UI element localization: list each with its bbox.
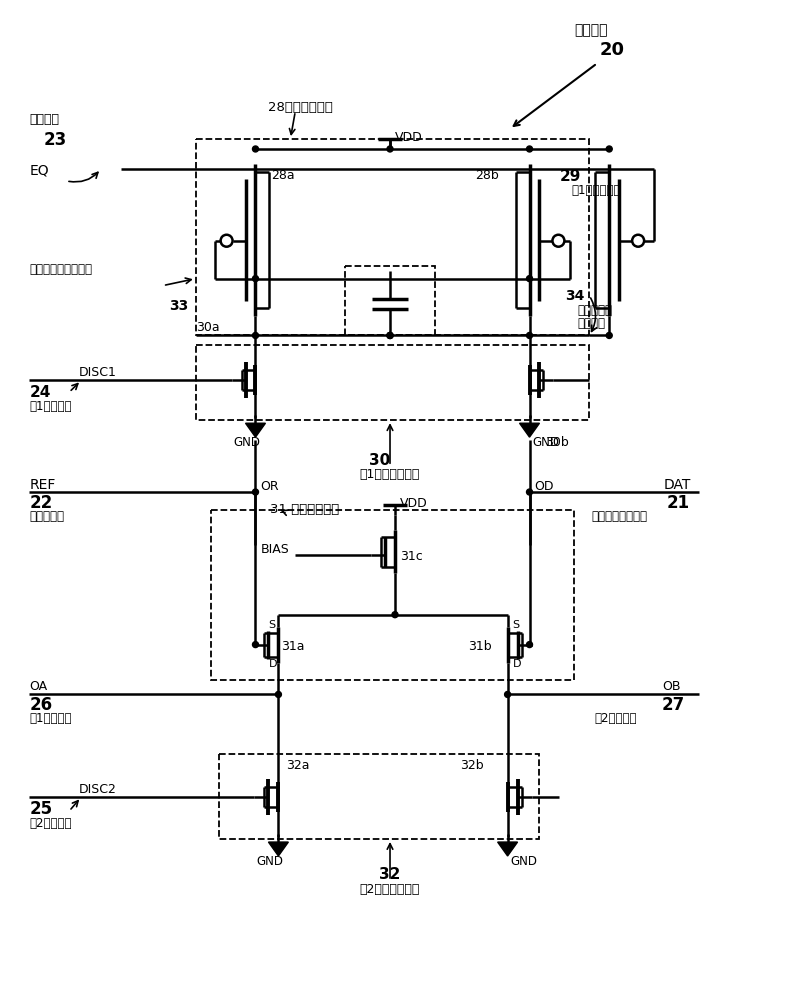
Text: OD: OD bbox=[534, 480, 554, 493]
Text: 30b: 30b bbox=[545, 436, 569, 449]
Text: 存储器单元侧输入: 存储器单元侧输入 bbox=[591, 510, 647, 523]
Text: 30a: 30a bbox=[196, 321, 220, 334]
Text: DAT: DAT bbox=[664, 478, 692, 492]
Circle shape bbox=[387, 332, 393, 338]
Text: REF: REF bbox=[29, 478, 56, 492]
Text: BIAS: BIAS bbox=[260, 543, 289, 556]
Polygon shape bbox=[519, 423, 539, 437]
Text: 32a: 32a bbox=[286, 759, 310, 772]
Text: 31 差动晶体管对: 31 差动晶体管对 bbox=[271, 503, 340, 516]
Text: 33: 33 bbox=[168, 299, 188, 313]
Text: GND: GND bbox=[257, 855, 283, 868]
Text: 31a: 31a bbox=[282, 640, 305, 653]
Text: EQ: EQ bbox=[29, 164, 49, 178]
Circle shape bbox=[253, 276, 258, 282]
Text: 28电流反射镖对: 28电流反射镖对 bbox=[268, 101, 334, 114]
Bar bbox=[196, 345, 589, 420]
Text: 27: 27 bbox=[662, 696, 685, 714]
Text: 第1读出输出: 第1读出输出 bbox=[29, 712, 72, 725]
Text: 20: 20 bbox=[599, 41, 624, 59]
Text: 第2放电信号: 第2放电信号 bbox=[29, 817, 72, 830]
Text: 31c: 31c bbox=[400, 550, 423, 563]
Text: D: D bbox=[268, 659, 277, 669]
Text: 第2读出输出: 第2读出输出 bbox=[594, 712, 637, 725]
Text: 第1均衡晶体管: 第1均衡晶体管 bbox=[571, 184, 621, 197]
Text: 22: 22 bbox=[29, 494, 53, 512]
Text: 34: 34 bbox=[565, 289, 585, 303]
Circle shape bbox=[392, 612, 398, 618]
Bar bbox=[196, 139, 589, 335]
Circle shape bbox=[606, 332, 612, 338]
Text: GND: GND bbox=[533, 436, 560, 449]
Text: 28b: 28b bbox=[475, 169, 498, 182]
Text: D: D bbox=[512, 659, 521, 669]
Polygon shape bbox=[497, 842, 518, 856]
Circle shape bbox=[253, 489, 258, 495]
Circle shape bbox=[275, 691, 282, 697]
Text: DISC2: DISC2 bbox=[79, 783, 117, 796]
Text: 28a: 28a bbox=[272, 169, 295, 182]
Circle shape bbox=[527, 146, 533, 152]
Text: 30: 30 bbox=[369, 453, 390, 468]
Circle shape bbox=[253, 642, 258, 648]
Circle shape bbox=[253, 332, 258, 338]
Circle shape bbox=[387, 332, 393, 338]
Bar bbox=[345, 266, 435, 335]
Polygon shape bbox=[246, 423, 265, 437]
Circle shape bbox=[606, 146, 612, 152]
Text: 32: 32 bbox=[379, 867, 401, 882]
Text: 反射镖电流: 反射镖电流 bbox=[578, 304, 612, 317]
Text: DISC1: DISC1 bbox=[79, 366, 117, 379]
Polygon shape bbox=[268, 842, 288, 856]
Circle shape bbox=[504, 691, 511, 697]
Text: 第1放电晶体管对: 第1放电晶体管对 bbox=[360, 468, 420, 481]
Text: 32b: 32b bbox=[460, 759, 483, 772]
Text: 第2放电晶体管对: 第2放电晶体管对 bbox=[360, 883, 420, 896]
Text: 反射镖电流输入漏极: 反射镖电流输入漏极 bbox=[29, 263, 92, 276]
Bar bbox=[219, 754, 539, 839]
Text: OR: OR bbox=[260, 480, 279, 493]
Text: 26: 26 bbox=[29, 696, 53, 714]
Text: 23: 23 bbox=[43, 131, 66, 149]
Text: 读出电路: 读出电路 bbox=[575, 23, 608, 37]
Text: S: S bbox=[512, 620, 519, 630]
Text: 31b: 31b bbox=[467, 640, 491, 653]
Text: GND: GND bbox=[234, 436, 260, 449]
Text: 均衡信号: 均衡信号 bbox=[29, 113, 59, 126]
Text: 输出漏极: 输出漏极 bbox=[578, 317, 605, 330]
Text: OA: OA bbox=[29, 680, 47, 693]
Bar bbox=[211, 510, 575, 680]
Text: OB: OB bbox=[662, 680, 681, 693]
Text: VDD: VDD bbox=[400, 497, 427, 510]
Text: 参考侧输入: 参考侧输入 bbox=[29, 510, 65, 523]
Text: 第1放电信号: 第1放电信号 bbox=[29, 400, 72, 413]
Text: VDD: VDD bbox=[395, 131, 423, 144]
Text: GND: GND bbox=[511, 855, 538, 868]
Text: 24: 24 bbox=[29, 385, 50, 400]
Circle shape bbox=[527, 489, 533, 495]
Text: 29: 29 bbox=[560, 169, 581, 184]
Circle shape bbox=[527, 642, 533, 648]
Text: 21: 21 bbox=[667, 494, 690, 512]
Circle shape bbox=[387, 146, 393, 152]
Circle shape bbox=[387, 332, 393, 338]
Text: 25: 25 bbox=[29, 800, 53, 818]
Circle shape bbox=[253, 146, 258, 152]
Circle shape bbox=[527, 332, 533, 338]
Text: S: S bbox=[268, 620, 275, 630]
Circle shape bbox=[527, 276, 533, 282]
